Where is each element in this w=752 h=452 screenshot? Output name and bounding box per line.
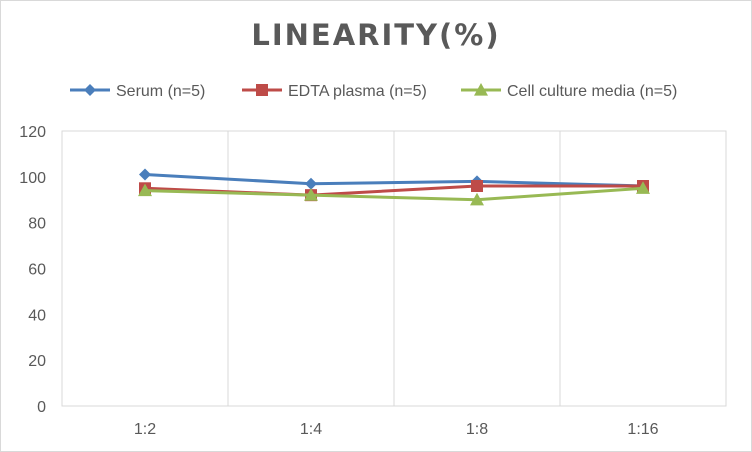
data-point — [305, 177, 317, 190]
y-tick-label: 80 — [28, 216, 46, 233]
plot-border — [61, 130, 727, 407]
data-point — [636, 181, 650, 194]
x-tick-label: 1:4 — [300, 421, 322, 438]
data-point — [139, 168, 151, 181]
legend-label: EDTA plasma (n=5) — [288, 83, 427, 100]
legend-label: Serum (n=5) — [116, 83, 205, 100]
chart-title: LINEARITY(%) — [251, 18, 501, 52]
y-tick-label: 100 — [19, 170, 46, 187]
legend-marker — [84, 84, 96, 96]
legend-marker — [474, 83, 488, 96]
data-point — [138, 183, 152, 197]
y-tick-label: 120 — [19, 124, 46, 141]
y-tick-label: 0 — [37, 399, 46, 416]
x-tick-label: 1:2 — [134, 421, 156, 438]
legend-marker — [256, 84, 268, 96]
data-point — [471, 180, 483, 192]
series-line-3 — [144, 186, 644, 202]
y-tick-label: 40 — [28, 307, 46, 324]
data-point — [304, 188, 318, 201]
x-tick-label: 1:16 — [627, 421, 658, 438]
legend-label: Cell culture media (n=5) — [507, 83, 677, 100]
series-line-1 — [144, 173, 644, 188]
data-point — [470, 192, 484, 206]
x-tick-label: 1:8 — [466, 421, 488, 438]
y-tick-label: 60 — [28, 262, 46, 279]
y-tick-label: 20 — [28, 353, 46, 370]
